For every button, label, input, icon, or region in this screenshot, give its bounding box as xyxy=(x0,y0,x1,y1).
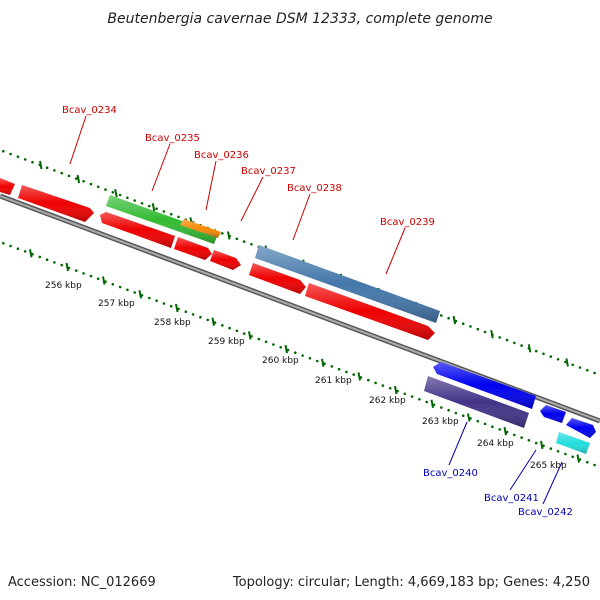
gene-track-lower xyxy=(424,362,596,454)
scale-labels: 256 kbp 257 kbp 258 kbp 259 kbp 260 kbp 261 k… xyxy=(45,281,567,471)
scale-label: 258 kbp xyxy=(154,318,191,328)
scale-label: 261 kbp xyxy=(315,376,352,386)
gene-track-forward xyxy=(0,178,440,323)
scale-label: 256 kbp xyxy=(45,281,82,291)
scale-label: 260 kbp xyxy=(262,356,299,366)
gene-label[interactable]: Bcav_0241 xyxy=(484,493,539,504)
gene-labels-top: Bcav_0234 Bcav_0235 Bcav_0236 Bcav_0237 Bcav… xyxy=(62,105,435,275)
gene-labels-bottom: Bcav_0240 Bcav_0241 Bcav_0242 xyxy=(423,421,573,518)
scale-label: 257 kbp xyxy=(98,299,135,309)
gene-label[interactable]: Bcav_0234 xyxy=(62,105,117,116)
genome-summary-text: Topology: circular; Length: 4,669,183 bp… xyxy=(232,575,590,590)
scale-label: 259 kbp xyxy=(208,337,245,347)
scale-label: 265 kbp xyxy=(530,461,567,471)
gene-label[interactable]: Bcav_0237 xyxy=(241,166,296,177)
gene-label[interactable]: Bcav_0239 xyxy=(380,217,435,228)
gene-label[interactable]: Bcav_0240 xyxy=(423,468,478,479)
gene-track-reverse xyxy=(100,212,435,340)
gene-bcav-0235-feature[interactable] xyxy=(106,195,221,244)
map-title: Beutenbergia cavernae DSM 12333, complet… xyxy=(107,11,492,27)
gene-label[interactable]: Bcav_0235 xyxy=(145,133,200,144)
scale-track xyxy=(2,241,596,467)
gene-label[interactable]: Bcav_0242 xyxy=(518,507,573,518)
gene-label[interactable]: Bcav_0236 xyxy=(194,150,249,161)
gene-bcav-0234-feature[interactable] xyxy=(0,178,94,222)
scale-label: 262 kbp xyxy=(369,396,406,406)
gene-bcav-0238-feature[interactable] xyxy=(255,245,440,323)
scale-label: 264 kbp xyxy=(477,439,514,449)
scale-label: 263 kbp xyxy=(422,417,459,427)
accession-text: Accession: NC_012669 xyxy=(8,575,156,590)
gene-label[interactable]: Bcav_0238 xyxy=(287,183,342,194)
